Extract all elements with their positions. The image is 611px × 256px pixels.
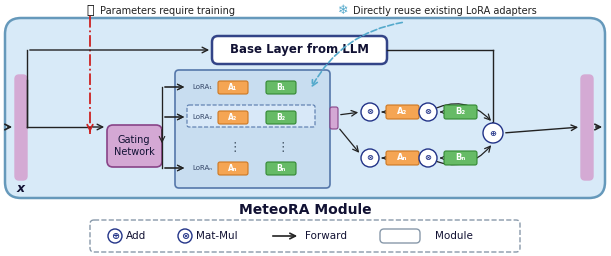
Text: LoRA₂: LoRA₂ — [192, 114, 212, 120]
Text: Mat-Mul: Mat-Mul — [196, 231, 238, 241]
FancyBboxPatch shape — [266, 111, 296, 124]
FancyBboxPatch shape — [175, 70, 330, 188]
FancyBboxPatch shape — [386, 151, 419, 165]
Circle shape — [178, 229, 192, 243]
FancyBboxPatch shape — [218, 111, 248, 124]
Text: ⊗: ⊗ — [425, 108, 431, 116]
Text: B₁: B₁ — [276, 83, 285, 92]
FancyBboxPatch shape — [187, 105, 315, 127]
Text: Bₙ: Bₙ — [276, 164, 285, 173]
Text: A₁: A₁ — [229, 83, 238, 92]
Text: 🔥: 🔥 — [86, 5, 93, 17]
Text: Add: Add — [126, 231, 146, 241]
Text: MeteoRA Module: MeteoRA Module — [239, 203, 371, 217]
FancyBboxPatch shape — [212, 36, 387, 64]
FancyBboxPatch shape — [90, 220, 520, 252]
FancyBboxPatch shape — [266, 162, 296, 175]
Text: LoRAₙ: LoRAₙ — [192, 165, 212, 171]
FancyBboxPatch shape — [266, 81, 296, 94]
Text: x: x — [17, 182, 25, 195]
FancyBboxPatch shape — [218, 162, 248, 175]
Text: ❄: ❄ — [338, 5, 348, 17]
Text: Aₙ: Aₙ — [397, 154, 407, 163]
Text: A₂: A₂ — [229, 113, 238, 122]
Text: ⊗: ⊗ — [367, 108, 373, 116]
Text: ⊕: ⊕ — [111, 231, 119, 241]
Circle shape — [419, 149, 437, 167]
FancyBboxPatch shape — [15, 75, 27, 180]
Text: Module: Module — [435, 231, 473, 241]
Text: ⊕: ⊕ — [489, 129, 497, 137]
Text: ⋮: ⋮ — [277, 142, 289, 155]
Text: A₂: A₂ — [397, 108, 407, 116]
Text: Directly reuse existing LoRA adapters: Directly reuse existing LoRA adapters — [353, 6, 536, 16]
Text: Gating
Network: Gating Network — [114, 135, 155, 157]
FancyBboxPatch shape — [444, 105, 477, 119]
Circle shape — [419, 103, 437, 121]
FancyBboxPatch shape — [444, 151, 477, 165]
Circle shape — [108, 229, 122, 243]
Text: B₂: B₂ — [276, 113, 285, 122]
Text: ⊗: ⊗ — [425, 154, 431, 163]
FancyBboxPatch shape — [380, 229, 420, 243]
FancyBboxPatch shape — [386, 105, 419, 119]
Text: ⊗: ⊗ — [367, 154, 373, 163]
Text: ⊗: ⊗ — [181, 231, 189, 241]
FancyBboxPatch shape — [5, 18, 605, 198]
FancyBboxPatch shape — [330, 107, 338, 129]
FancyBboxPatch shape — [581, 75, 593, 180]
Circle shape — [361, 103, 379, 121]
Text: B₂: B₂ — [455, 108, 465, 116]
FancyBboxPatch shape — [218, 81, 248, 94]
Text: Base Layer from LLM: Base Layer from LLM — [230, 44, 368, 57]
Text: Forward: Forward — [305, 231, 347, 241]
Text: Bₙ: Bₙ — [455, 154, 465, 163]
Text: ⋮: ⋮ — [229, 142, 241, 155]
Text: Aₙ: Aₙ — [229, 164, 238, 173]
Text: Parameters require training: Parameters require training — [100, 6, 235, 16]
Circle shape — [483, 123, 503, 143]
FancyBboxPatch shape — [107, 125, 162, 167]
Circle shape — [361, 149, 379, 167]
Text: LoRA₁: LoRA₁ — [192, 84, 212, 90]
